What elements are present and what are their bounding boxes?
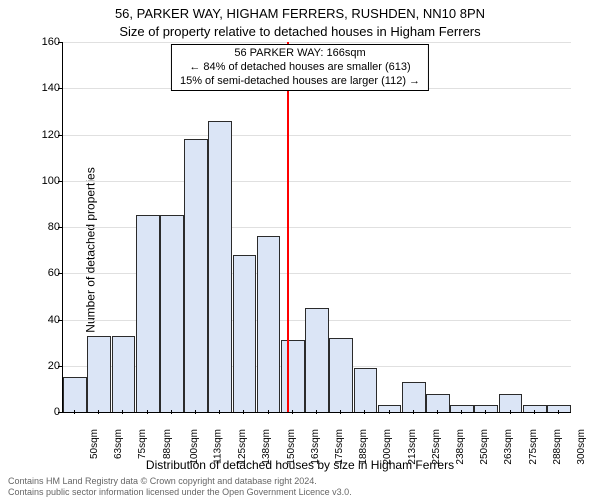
x-tick-mark — [195, 410, 196, 414]
x-tick-mark — [558, 410, 559, 414]
x-tick-mark — [98, 410, 99, 414]
x-tick-label: 175sqm — [334, 429, 345, 465]
x-tick-label: 50sqm — [89, 429, 100, 459]
x-tick-label: 250sqm — [479, 429, 490, 465]
x-tick-label: 300sqm — [576, 429, 587, 465]
y-tick-mark — [58, 181, 62, 182]
histogram-bar — [136, 215, 160, 412]
annotation-box: 56 PARKER WAY: 166sqm ← 84% of detached … — [171, 44, 429, 91]
y-tick-label: 120 — [38, 129, 60, 141]
x-tick-label: 188sqm — [358, 429, 369, 465]
x-tick-mark — [461, 410, 462, 414]
y-tick-mark — [58, 88, 62, 89]
y-tick-label: 0 — [38, 406, 60, 418]
annotation-line2: ← 84% of detached houses are smaller (61… — [180, 61, 420, 75]
chart-title-line1: 56, PARKER WAY, HIGHAM FERRERS, RUSHDEN,… — [0, 6, 600, 21]
footer-line2: Contains public sector information licen… — [8, 487, 592, 498]
histogram-bar — [184, 139, 208, 412]
histogram-bar — [208, 121, 232, 412]
histogram-bar — [63, 377, 87, 412]
y-tick-mark — [58, 366, 62, 367]
y-tick-label: 60 — [38, 267, 60, 279]
chart-title-line2: Size of property relative to detached ho… — [0, 24, 600, 39]
y-tick-mark — [58, 320, 62, 321]
y-tick-label: 20 — [38, 360, 60, 372]
x-tick-mark — [364, 410, 365, 414]
histogram-bar — [402, 382, 426, 412]
y-tick-label: 40 — [38, 314, 60, 326]
x-tick-mark — [122, 410, 123, 414]
annotation-line3: 15% of semi-detached houses are larger (… — [180, 75, 420, 89]
y-tick-label: 160 — [38, 36, 60, 48]
x-tick-label: 113sqm — [212, 429, 223, 464]
histogram-bar — [87, 336, 111, 412]
y-tick-mark — [58, 135, 62, 136]
histogram-bar — [354, 368, 378, 412]
histogram-bar — [233, 255, 257, 412]
x-tick-label: 263sqm — [503, 429, 514, 465]
histogram-bar — [160, 215, 184, 412]
reference-line — [287, 42, 289, 412]
x-tick-label: 288sqm — [551, 429, 562, 465]
x-tick-mark — [147, 410, 148, 414]
x-tick-label: 125sqm — [237, 429, 248, 465]
gridline — [63, 181, 571, 182]
plot-area — [62, 42, 571, 413]
x-tick-mark — [485, 410, 486, 414]
x-tick-mark — [171, 410, 172, 414]
gridline — [63, 135, 571, 136]
x-tick-mark — [340, 410, 341, 414]
y-tick-mark — [58, 42, 62, 43]
histogram-bar — [426, 394, 450, 413]
histogram-bar — [281, 340, 305, 412]
x-tick-mark — [437, 410, 438, 414]
x-tick-mark — [243, 410, 244, 414]
x-tick-label: 163sqm — [310, 429, 321, 465]
chart-container: { "chart": { "type": "histogram", "title… — [0, 0, 600, 500]
histogram-bar — [257, 236, 281, 412]
x-tick-mark — [74, 410, 75, 414]
x-tick-label: 225sqm — [431, 429, 442, 465]
x-tick-label: 275sqm — [527, 429, 538, 465]
x-tick-label: 200sqm — [382, 429, 393, 465]
x-tick-mark — [292, 410, 293, 414]
histogram-bar — [305, 308, 329, 412]
footer-line1: Contains HM Land Registry data © Crown c… — [8, 476, 592, 487]
x-tick-label: 238sqm — [455, 429, 466, 465]
x-tick-label: 88sqm — [162, 429, 173, 459]
y-tick-label: 80 — [38, 221, 60, 233]
y-tick-label: 100 — [38, 175, 60, 187]
y-tick-mark — [58, 227, 62, 228]
x-tick-mark — [316, 410, 317, 414]
histogram-bar — [547, 405, 571, 412]
histogram-bar — [329, 338, 353, 412]
footer-attribution: Contains HM Land Registry data © Crown c… — [8, 476, 592, 498]
gridline — [63, 42, 571, 43]
x-tick-mark — [219, 410, 220, 414]
histogram-bar — [523, 405, 547, 412]
x-tick-label: 150sqm — [285, 429, 296, 465]
x-tick-label: 75sqm — [137, 429, 148, 459]
y-tick-mark — [58, 412, 62, 413]
x-tick-mark — [413, 410, 414, 414]
annotation-line1: 56 PARKER WAY: 166sqm — [180, 47, 420, 61]
x-tick-mark — [268, 410, 269, 414]
x-tick-label: 138sqm — [261, 429, 272, 465]
histogram-bar — [112, 336, 136, 412]
x-tick-label: 213sqm — [406, 429, 417, 465]
x-tick-mark — [510, 410, 511, 414]
y-tick-label: 140 — [38, 82, 60, 94]
x-tick-label: 100sqm — [189, 429, 200, 465]
x-tick-mark — [389, 410, 390, 414]
y-tick-mark — [58, 273, 62, 274]
x-tick-label: 63sqm — [113, 429, 124, 459]
x-tick-mark — [534, 410, 535, 414]
